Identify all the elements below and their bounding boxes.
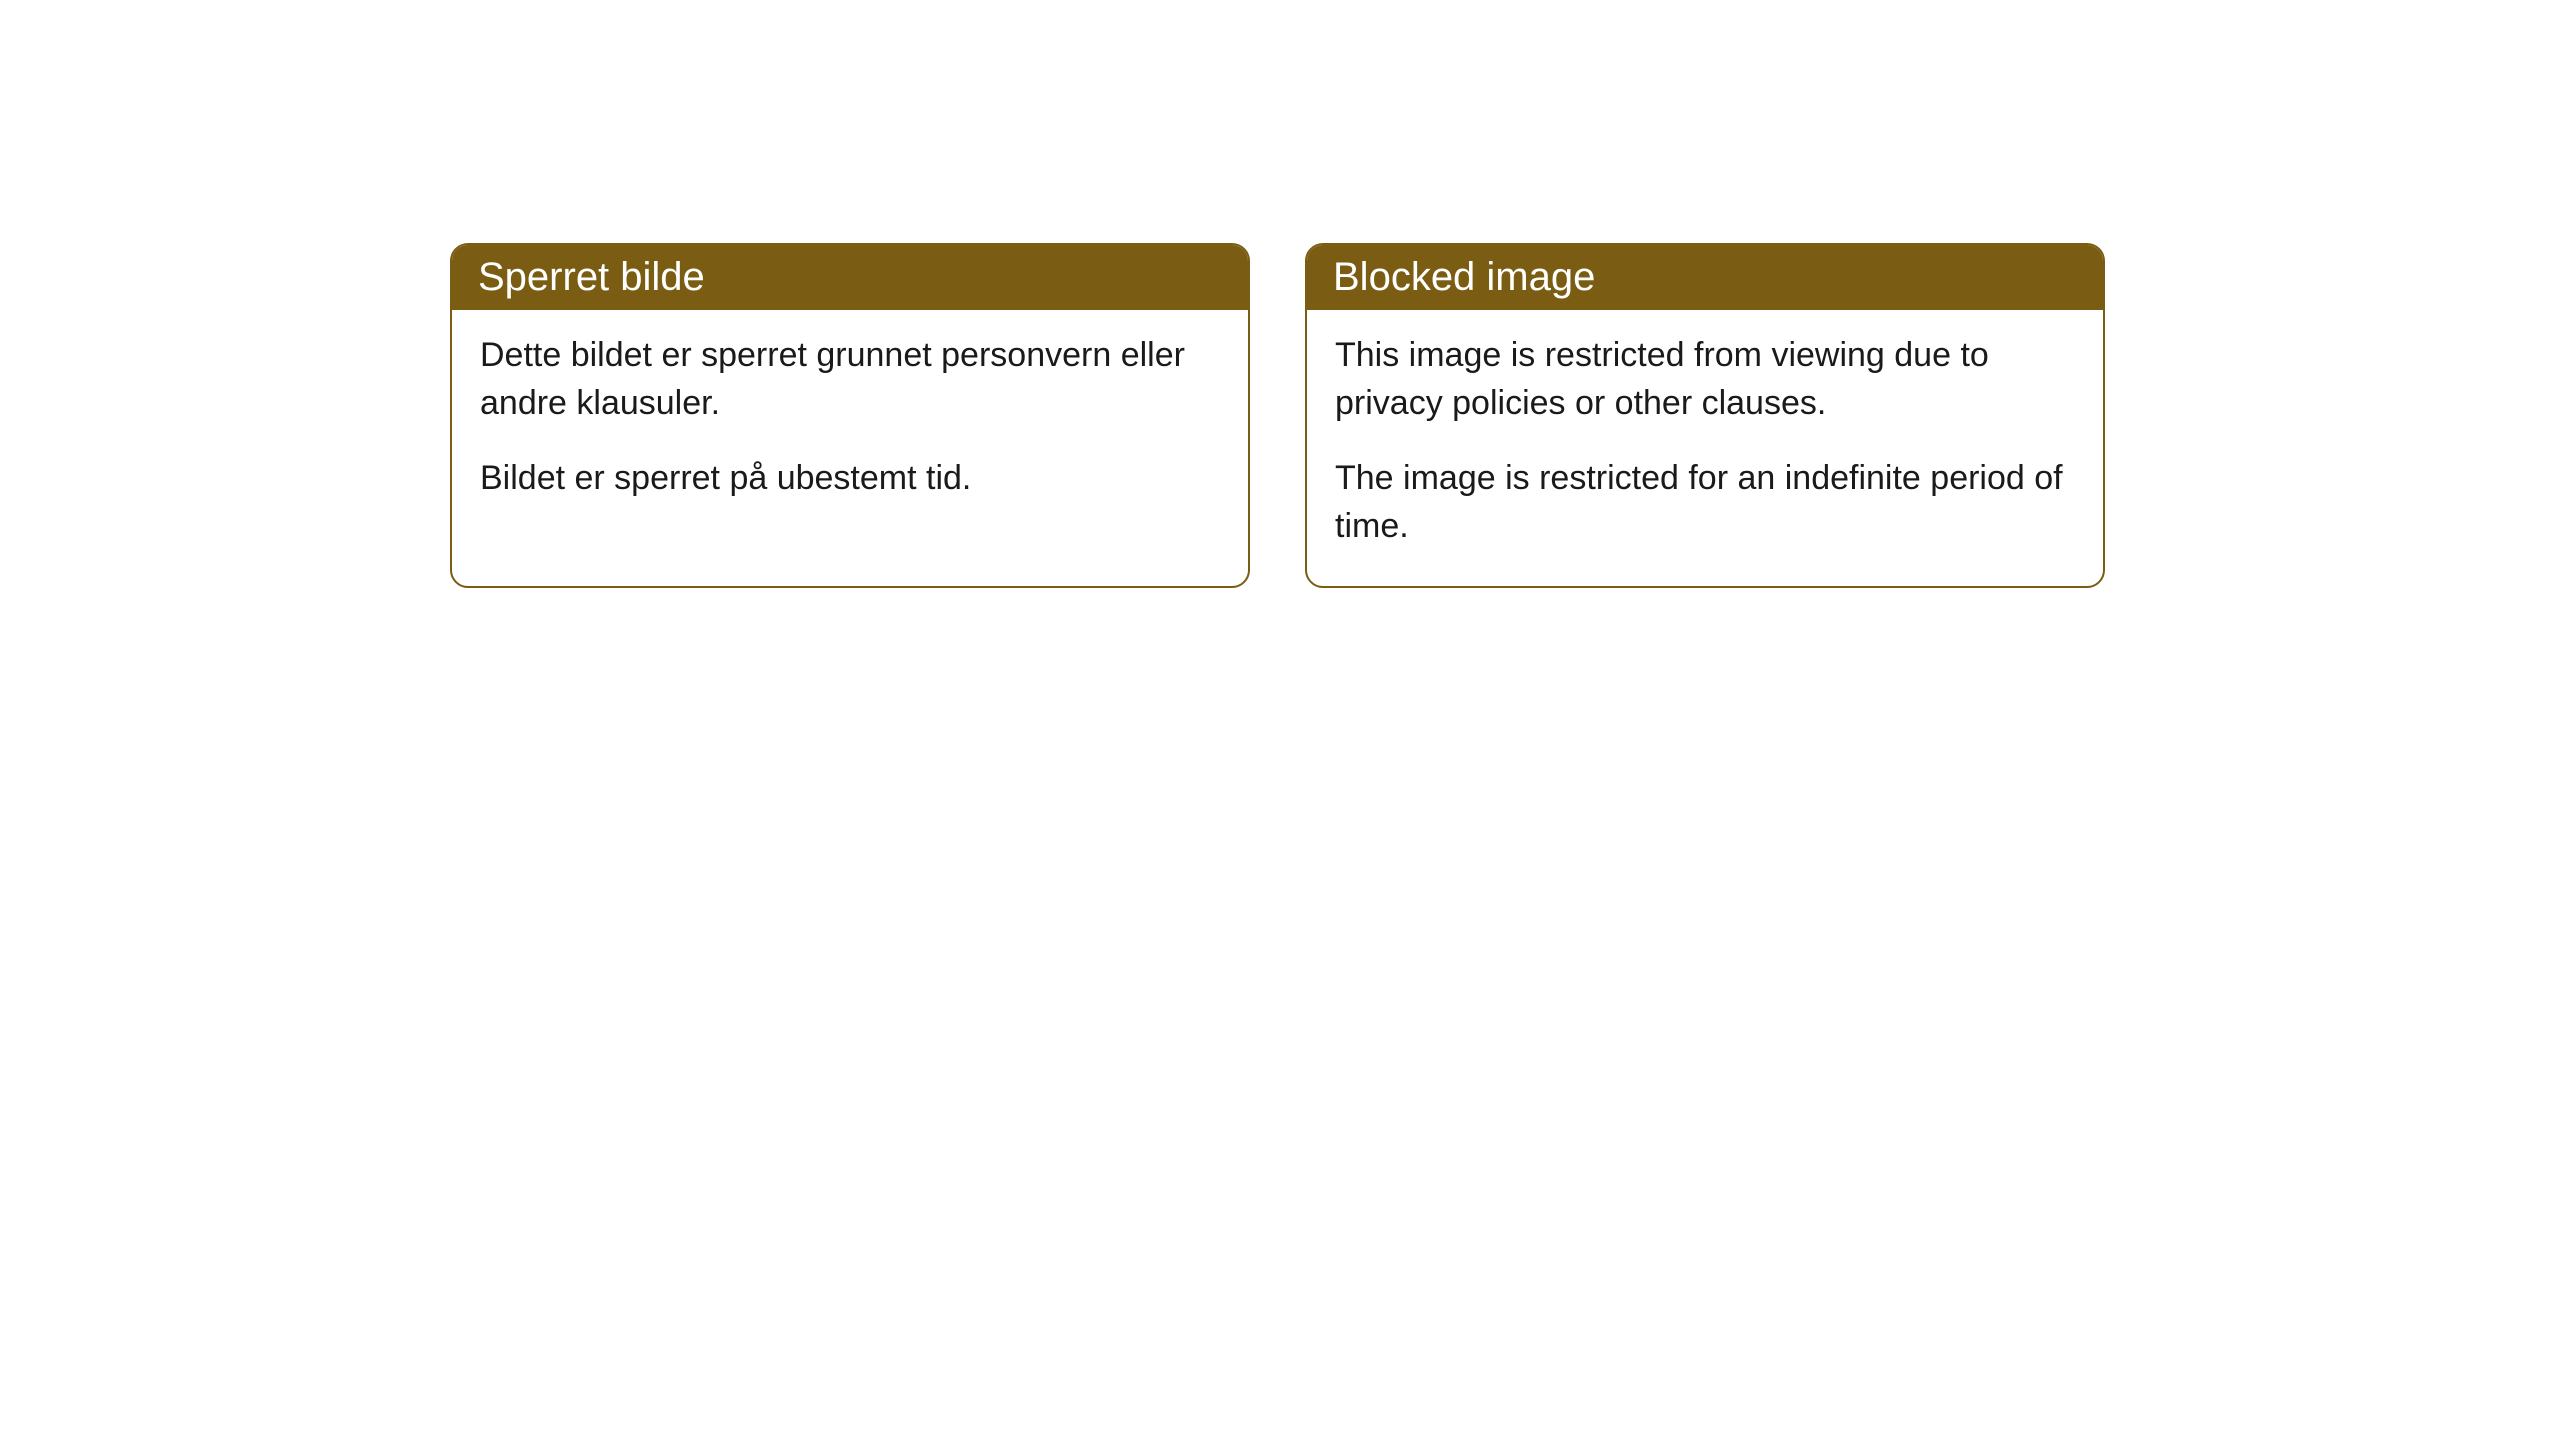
notice-cards-container: Sperret bilde Dette bildet er sperret gr…	[450, 243, 2560, 588]
notice-card-english: Blocked image This image is restricted f…	[1305, 243, 2105, 588]
card-paragraph: This image is restricted from viewing du…	[1335, 332, 2075, 427]
card-paragraph: Bildet er sperret på ubestemt tid.	[480, 455, 1220, 503]
card-body-english: This image is restricted from viewing du…	[1307, 310, 2103, 586]
card-paragraph: Dette bildet er sperret grunnet personve…	[480, 332, 1220, 427]
card-header-norwegian: Sperret bilde	[452, 245, 1248, 310]
card-title: Sperret bilde	[478, 255, 705, 299]
card-header-english: Blocked image	[1307, 245, 2103, 310]
card-body-norwegian: Dette bildet er sperret grunnet personve…	[452, 310, 1248, 539]
card-paragraph: The image is restricted for an indefinit…	[1335, 455, 2075, 550]
notice-card-norwegian: Sperret bilde Dette bildet er sperret gr…	[450, 243, 1250, 588]
card-title: Blocked image	[1333, 255, 1595, 299]
